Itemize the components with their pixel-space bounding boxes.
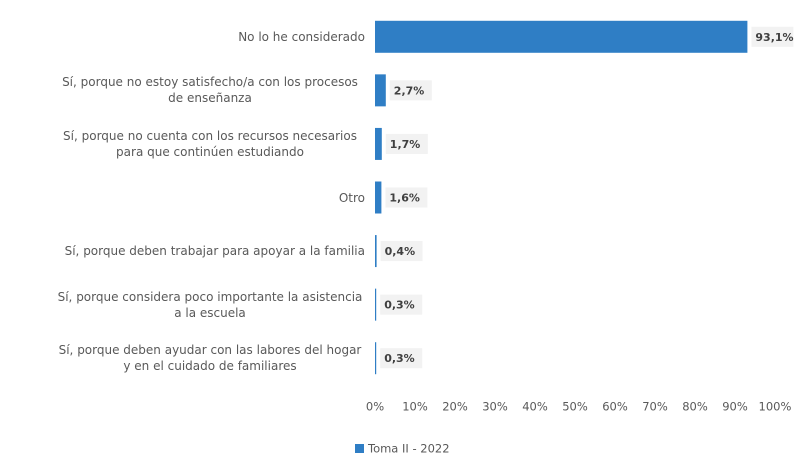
x-tick-label: 60% bbox=[602, 400, 628, 414]
value-label-bg bbox=[380, 294, 423, 315]
value-label-bg bbox=[389, 80, 432, 101]
x-tick-label: 20% bbox=[442, 400, 468, 414]
x-tick-label: 40% bbox=[522, 400, 548, 414]
value-label: 0,4% bbox=[385, 245, 416, 258]
value-label-bg bbox=[751, 26, 794, 47]
bar bbox=[375, 288, 377, 321]
category-text: Sí, porque deben ayudar con las labores … bbox=[58, 343, 362, 374]
value-label-bg bbox=[385, 133, 428, 154]
category-label: Sí, porque no cuenta con los recursos ne… bbox=[20, 122, 365, 166]
value-label: 93,1% bbox=[755, 31, 793, 44]
category-label: Sí, porque no estoy satisfecho/a con los… bbox=[20, 68, 365, 112]
x-tick-label: 70% bbox=[642, 400, 668, 414]
bar bbox=[375, 342, 377, 375]
value-label: 1,7% bbox=[390, 138, 421, 151]
x-tick-label: 10% bbox=[402, 400, 428, 414]
category-label: No lo he considerado bbox=[20, 15, 365, 59]
x-tick-label: 100% bbox=[759, 400, 792, 414]
legend-label: Toma II - 2022 bbox=[367, 442, 450, 456]
value-label-bg bbox=[380, 241, 423, 262]
category-text: Otro bbox=[338, 190, 365, 205]
category-text: No lo he considerado bbox=[238, 29, 365, 44]
bar bbox=[375, 181, 382, 214]
category-text: Sí, porque deben trabajar para apoyar a … bbox=[64, 244, 365, 259]
value-label-bg bbox=[380, 348, 423, 369]
category-label: Sí, porque considera poco importante la … bbox=[20, 283, 365, 327]
value-label: 0,3% bbox=[384, 352, 415, 365]
category-text: Sí, porque no cuenta con los recursos ne… bbox=[63, 128, 357, 159]
category-text: Sí, porque no estoy satisfecho/a con los… bbox=[62, 75, 358, 106]
value-label: 0,3% bbox=[384, 299, 415, 312]
bar bbox=[375, 127, 382, 160]
x-tick-label: 30% bbox=[482, 400, 508, 414]
bar bbox=[375, 20, 748, 53]
x-tick-label: 50% bbox=[562, 400, 588, 414]
category-label: Sí, porque deben trabajar para apoyar a … bbox=[20, 229, 365, 273]
x-tick-label: 80% bbox=[682, 400, 708, 414]
x-tick-label: 0% bbox=[366, 400, 384, 414]
value-label-bg bbox=[385, 187, 428, 208]
bar bbox=[375, 74, 386, 107]
bar bbox=[375, 235, 377, 268]
category-label: Sí, porque deben ayudar con las labores … bbox=[20, 336, 365, 380]
legend-swatch bbox=[355, 444, 364, 453]
category-text: Sí, porque considera poco importante la … bbox=[57, 289, 363, 320]
value-label: 2,7% bbox=[394, 84, 425, 97]
category-label: Otro bbox=[20, 176, 365, 220]
value-label: 1,6% bbox=[389, 192, 420, 205]
x-tick-label: 90% bbox=[722, 400, 748, 414]
